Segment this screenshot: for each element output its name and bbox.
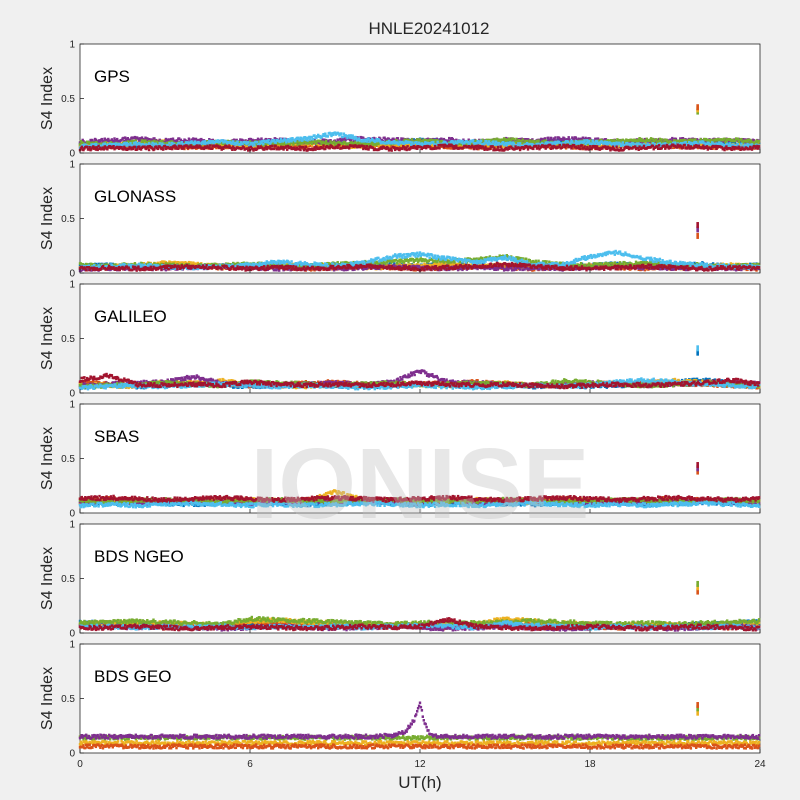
data-point [148,149,150,152]
data-point [306,139,308,142]
data-point [253,144,255,147]
data-point [437,141,439,144]
data-point [515,138,517,141]
data-point [432,141,434,144]
data-point [366,145,368,148]
data-point [271,145,273,148]
data-point [81,146,83,149]
data-point [322,144,324,147]
data-point [758,140,760,143]
data-point [461,140,463,143]
data-point [568,136,570,139]
data-point [338,144,340,147]
data-point [519,142,521,145]
data-point [182,147,184,150]
data-point [740,143,742,146]
data-point [588,140,590,143]
data-point [309,138,311,141]
data-point [267,139,269,142]
data-point [171,148,173,151]
data-point [513,142,515,145]
data-point [472,139,474,142]
data-point [661,138,663,141]
data-point [299,149,301,152]
data-point [275,141,277,144]
figure-title: HNLE20241012 [369,19,490,38]
data-point [86,146,88,149]
data-point [209,144,211,147]
data-point [513,138,515,141]
plot-area [80,44,760,153]
data-point [554,136,556,139]
data-point [305,145,307,148]
data-point [723,138,725,141]
data-point [567,140,569,143]
data-point [391,149,393,152]
data-point [325,140,327,143]
data-point [134,146,136,149]
data-point [550,137,552,140]
data-point [247,141,249,144]
data-point [275,145,277,148]
data-point [337,147,339,150]
data-point [537,139,539,142]
data-point [168,142,170,145]
data-point [159,142,161,145]
data-point [655,138,657,141]
data-point [348,147,350,150]
data-point [480,140,482,143]
data-point [340,132,342,135]
data-point [694,138,696,141]
data-point [236,140,238,143]
data-point [211,147,213,150]
data-point [584,139,586,142]
data-point [406,145,408,148]
data-point [312,138,314,141]
data-point [622,141,624,144]
data-point [740,138,742,141]
data-point [104,143,106,146]
data-point [327,135,329,138]
data-point [188,138,190,141]
data-point [162,148,164,151]
data-point [262,143,264,146]
data-point [273,148,275,151]
data-point [522,138,524,141]
data-point [571,140,573,143]
